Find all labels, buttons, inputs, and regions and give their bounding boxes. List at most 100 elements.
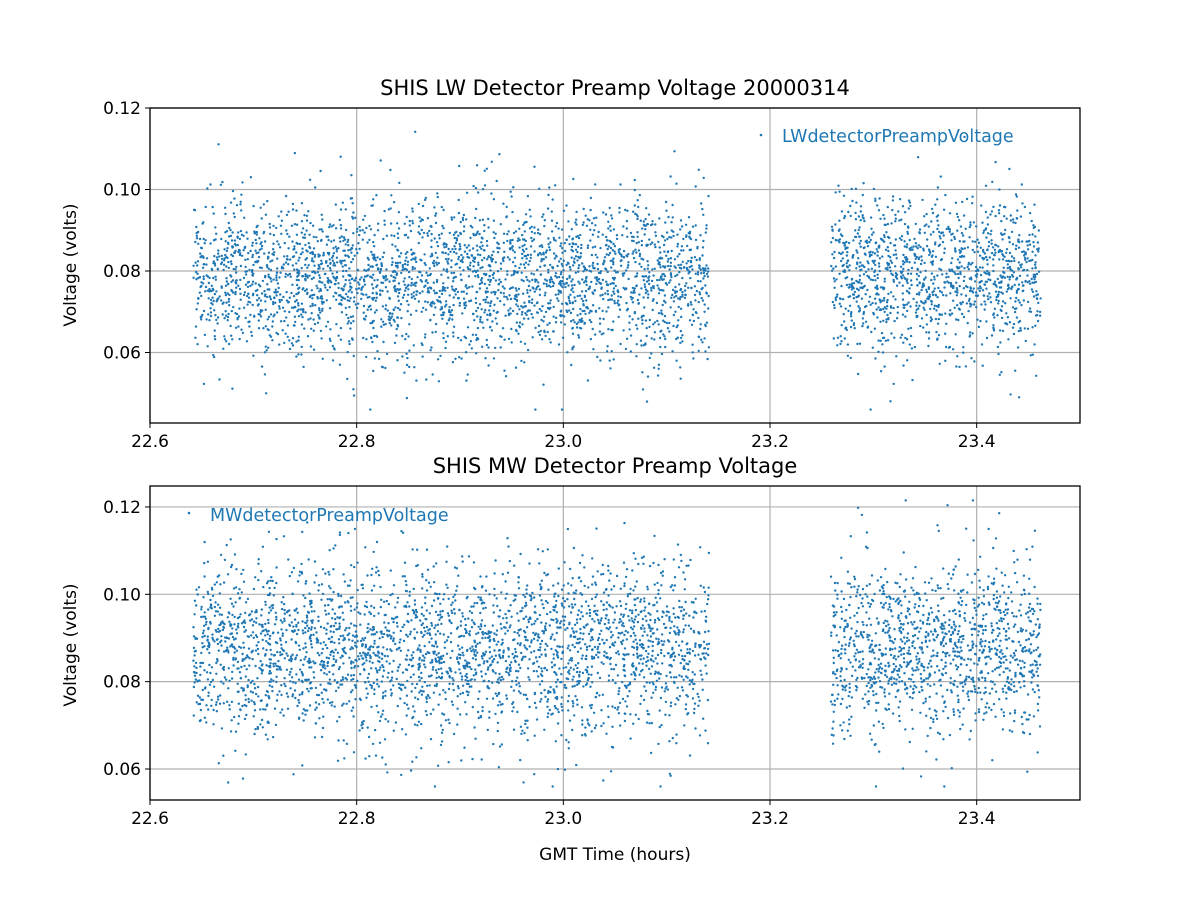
data-point <box>506 256 510 259</box>
data-point <box>883 217 886 220</box>
data-point <box>664 301 667 304</box>
data-point <box>435 278 439 282</box>
data-point <box>278 246 282 249</box>
data-point <box>442 208 445 212</box>
data-point <box>703 310 706 313</box>
data-point <box>458 164 461 168</box>
data-point <box>549 280 552 284</box>
data-point <box>200 281 203 284</box>
data-point <box>669 175 672 178</box>
data-point <box>638 193 641 197</box>
data-point <box>497 640 500 643</box>
data-point <box>346 295 349 298</box>
data-point <box>521 245 524 248</box>
data-point <box>593 245 597 248</box>
data-point <box>388 318 391 322</box>
data-point <box>920 259 924 262</box>
data-point <box>247 300 250 303</box>
data-point <box>405 396 409 400</box>
data-point <box>295 268 299 271</box>
data-point <box>993 316 996 319</box>
data-point <box>195 278 198 281</box>
x-tick-label: 23.2 <box>751 809 789 829</box>
data-point <box>496 270 500 273</box>
data-point <box>344 283 347 286</box>
data-point <box>267 315 271 319</box>
data-point <box>383 219 386 222</box>
data-point <box>368 295 371 299</box>
data-point <box>927 337 931 340</box>
data-point <box>291 344 295 347</box>
data-point <box>442 598 445 601</box>
data-point <box>412 587 415 591</box>
data-point <box>650 696 653 699</box>
data-point <box>222 268 225 272</box>
data-point <box>607 306 610 309</box>
data-point <box>238 307 241 310</box>
data-point <box>1033 225 1037 229</box>
data-point <box>505 215 508 218</box>
data-point <box>528 301 531 304</box>
data-point <box>610 298 614 301</box>
data-point <box>271 259 274 262</box>
data-point <box>247 251 250 255</box>
data-point <box>548 246 551 249</box>
data-point <box>268 226 272 229</box>
data-point <box>834 298 837 302</box>
data-point <box>1028 211 1032 215</box>
data-point <box>408 365 411 369</box>
data-point <box>388 296 391 300</box>
data-point <box>197 297 200 300</box>
data-point <box>584 289 588 293</box>
data-point <box>347 320 351 323</box>
data-point <box>259 309 262 312</box>
data-point <box>363 214 367 218</box>
data-point <box>379 585 382 589</box>
data-point <box>998 204 1002 207</box>
data-point <box>483 256 486 260</box>
data-point <box>409 676 413 679</box>
data-point <box>642 275 646 278</box>
data-point <box>886 246 889 249</box>
data-point <box>378 271 382 274</box>
data-point <box>483 282 487 286</box>
data-point <box>353 254 356 257</box>
data-point <box>510 327 513 331</box>
data-point <box>636 298 640 302</box>
data-point <box>834 191 837 194</box>
data-point <box>1009 393 1012 396</box>
data-point <box>933 275 936 279</box>
data-point <box>570 256 573 259</box>
data-point <box>270 280 273 283</box>
data-point <box>371 291 374 295</box>
data-point <box>452 325 456 328</box>
data-point <box>1019 263 1022 267</box>
data-point <box>249 313 252 317</box>
data-point <box>656 284 659 287</box>
data-point <box>475 309 478 313</box>
data-point <box>533 290 536 293</box>
data-point <box>942 234 945 237</box>
y-tick-label: 0.12 <box>103 99 141 119</box>
data-point <box>959 301 962 305</box>
data-point <box>267 267 271 270</box>
data-point <box>462 297 466 300</box>
data-point <box>315 236 318 239</box>
data-point <box>404 289 407 292</box>
data-point <box>910 283 913 287</box>
data-point <box>499 280 502 284</box>
data-point <box>224 314 228 317</box>
data-point <box>573 283 576 287</box>
data-point <box>266 318 269 321</box>
data-point <box>420 218 423 221</box>
data-point <box>283 319 286 323</box>
data-point <box>909 326 913 330</box>
data-point <box>513 270 516 273</box>
data-point <box>524 305 527 308</box>
data-point <box>192 646 196 650</box>
data-point <box>665 283 669 286</box>
data-point <box>960 265 963 268</box>
data-point <box>961 247 964 251</box>
data-point <box>203 242 206 245</box>
data-point <box>958 249 961 252</box>
